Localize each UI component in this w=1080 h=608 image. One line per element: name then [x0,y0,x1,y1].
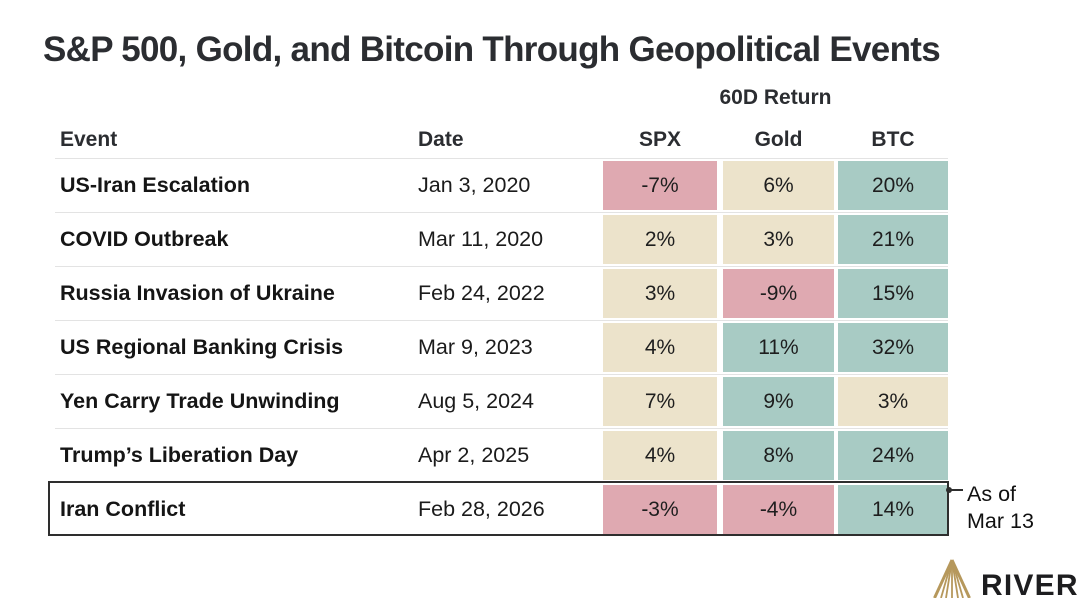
column-header-date: Date [418,128,464,151]
btc-return-value: 21% [838,215,948,264]
spx-return-cell: 3% [603,267,723,320]
btc-return-value: 14% [838,485,948,534]
as-of-line2: Mar 13 [967,509,1034,533]
spx-return-cell: 4% [603,429,723,482]
event-name: Iran Conflict [60,497,186,521]
group-header-60d-return: 60D Return [719,86,832,109]
btc-return-cell: 14% [838,483,948,536]
event-name: US-Iran Escalation [60,173,250,197]
table-row-highlighted: Iran Conflict Feb 28, 2026 -3% -4% 14% [48,481,949,536]
event-name: Russia Invasion of Ukraine [60,281,335,305]
gold-return-cell: -4% [723,483,838,536]
spx-return-value: 4% [603,431,717,480]
gold-return-value: -4% [723,485,834,534]
gold-return-cell: 8% [723,429,838,482]
gold-return-value: 6% [723,161,834,210]
event-name: US Regional Banking Crisis [60,335,344,359]
spx-return-cell: 7% [603,375,723,428]
event-name: Yen Carry Trade Unwinding [60,389,340,413]
btc-return-cell: 24% [838,429,948,482]
event-name: Trump’s Liberation Day [60,443,299,467]
page-title: S&P 500, Gold, and Bitcoin Through Geopo… [43,30,941,69]
spx-return-cell: -3% [603,483,723,536]
table-row: Russia Invasion of Ukraine Feb 24, 2022 … [55,266,948,320]
table-header-row: Event Date SPX Gold BTC [55,122,948,158]
callout-dot [946,487,952,493]
table-row: Yen Carry Trade Unwinding Aug 5, 2024 7%… [55,374,948,428]
btc-return-cell: 20% [838,159,948,212]
event-date: Mar 9, 2023 [418,335,533,359]
gold-return-value: 8% [723,431,834,480]
btc-return-cell: 21% [838,213,948,266]
as-of-line1: As of [967,482,1016,506]
gold-return-value: 11% [723,323,834,372]
table-row: COVID Outbreak Mar 11, 2020 2% 3% 21% [55,212,948,266]
column-header-spx: SPX [638,128,682,151]
river-logo: RIVER [933,558,1079,603]
column-header-event: Event [60,128,118,151]
event-date: Aug 5, 2024 [418,389,534,413]
btc-return-cell: 3% [838,375,948,428]
btc-return-cell: 32% [838,321,948,374]
spx-return-value: 7% [603,377,717,426]
gold-return-value: 3% [723,215,834,264]
btc-return-value: 20% [838,161,948,210]
event-date: Feb 24, 2022 [418,281,545,305]
table-row: US-Iran Escalation Jan 3, 2020 -7% 6% 20… [55,158,948,212]
gold-return-cell: 11% [723,321,838,374]
event-date: Apr 2, 2025 [418,443,530,467]
column-header-gold: Gold [754,128,803,151]
btc-return-value: 24% [838,431,948,480]
event-date: Jan 3, 2020 [418,173,531,197]
btc-return-value: 32% [838,323,948,372]
btc-return-cell: 15% [838,267,948,320]
table-row: US Regional Banking Crisis Mar 9, 2023 4… [55,320,948,374]
spx-return-cell: -7% [603,159,723,212]
table-body: US-Iran Escalation Jan 3, 2020 -7% 6% 20… [48,158,949,536]
river-logo-text: RIVER [981,569,1079,602]
event-date: Feb 28, 2026 [418,497,545,521]
table-row: Trump’s Liberation Day Apr 2, 2025 4% 8%… [55,428,948,482]
spx-return-cell: 4% [603,321,723,374]
gold-return-value: 9% [723,377,834,426]
callout-connector-line [950,489,963,491]
gold-return-cell: 6% [723,159,838,212]
river-triangle-icon [933,558,971,603]
event-date: Mar 11, 2020 [418,227,544,251]
gold-return-cell: 3% [723,213,838,266]
gold-return-cell: -9% [723,267,838,320]
btc-return-value: 3% [838,377,948,426]
column-header-btc: BTC [871,128,915,151]
btc-return-value: 15% [838,269,948,318]
spx-return-value: -7% [603,161,717,210]
spx-return-value: 3% [603,269,717,318]
gold-return-value: -9% [723,269,834,318]
spx-return-value: 4% [603,323,717,372]
event-name: COVID Outbreak [60,227,229,251]
spx-return-value: 2% [603,215,717,264]
spx-return-value: -3% [603,485,717,534]
gold-return-cell: 9% [723,375,838,428]
spx-return-cell: 2% [603,213,723,266]
as-of-annotation: As of Mar 13 [967,481,1034,535]
